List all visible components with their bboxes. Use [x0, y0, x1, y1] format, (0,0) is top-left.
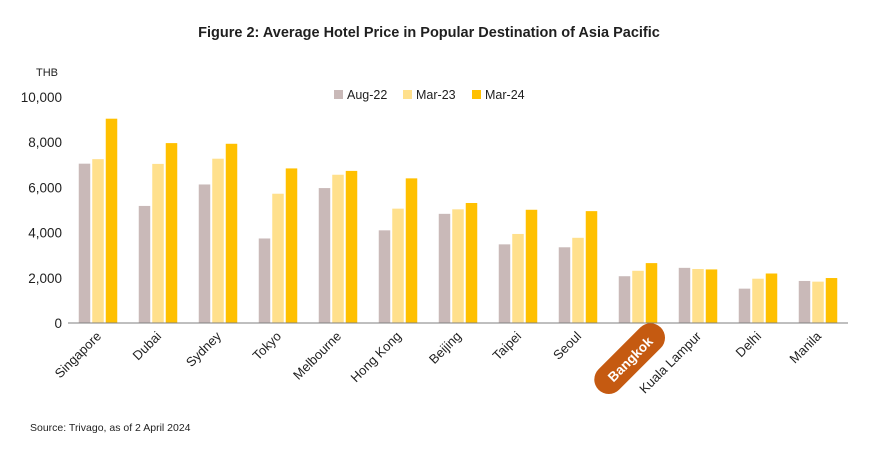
y-tick-label: 2,000: [28, 271, 62, 286]
bar-aug-22-manila: [798, 280, 811, 323]
bar-aug-22-kuala-lampur: [678, 267, 691, 323]
legend-swatch: [472, 90, 481, 99]
bar-mar-23-sydney: [212, 158, 224, 323]
y-tick-label: 10,000: [21, 90, 62, 105]
y-tick-label: 8,000: [28, 135, 62, 150]
source-note: Source: Trivago, as of 2 April 2024: [30, 422, 191, 434]
x-axis-category-labels: Singapore Dubai Sydney Tokyo Melbourne Hong K…: [52, 323, 825, 396]
bar-aug-22-singapore: [78, 163, 91, 323]
bar-mar-23-hong-kong: [392, 208, 404, 323]
bar-mar-24-sydney: [225, 143, 238, 323]
bar-mar-23-singapore: [92, 159, 104, 323]
bar-mar-24-bangkok: [645, 263, 658, 323]
bar-mar-23-dubai: [152, 163, 164, 323]
chart-title: Figure 2: Average Hotel Price in Popular…: [198, 25, 660, 41]
y-axis-ticks: 0 2,000 4,000 6,000 8,000 10,000: [21, 90, 62, 331]
bar-mar-24-kuala-lampur: [705, 269, 718, 323]
legend-swatch: [403, 90, 412, 99]
x-tick-label: Singapore: [52, 329, 105, 382]
bar-aug-22-seoul: [558, 247, 571, 323]
bar-mar-24-dubai: [165, 143, 178, 323]
bar-aug-22-hong-kong: [378, 230, 391, 323]
bar-mar-24-tokyo: [285, 168, 298, 323]
x-tick-label: Dubai: [129, 328, 164, 363]
x-tick-label: Manila: [786, 328, 824, 366]
bar-mar-24-beijing: [465, 202, 478, 323]
highlight-label-bangkok: Bangkok: [594, 323, 666, 395]
x-tick-label: Melbourne: [290, 329, 344, 383]
bar-aug-22-sydney: [198, 184, 211, 323]
x-tick-label: Delhi: [733, 328, 765, 360]
bar-mar-23-kuala-lampur: [692, 268, 704, 323]
bar-aug-22-tokyo: [258, 238, 271, 323]
bar-aug-22-melbourne: [318, 188, 331, 323]
x-tick-label: Sydney: [183, 328, 225, 370]
bar-mar-24-taipei: [525, 209, 538, 323]
legend-label: Aug-22: [347, 88, 387, 102]
x-tick-label: Hong Kong: [348, 329, 405, 386]
x-tick-label: Beijing: [426, 329, 464, 367]
legend-swatch: [334, 90, 343, 99]
legend-label: Mar-23: [416, 88, 456, 102]
bar-mar-24-melbourne: [345, 170, 358, 323]
bar-mar-23-bangkok: [632, 270, 644, 323]
legend-label: Mar-24: [485, 88, 525, 102]
bar-mar-23-delhi: [752, 278, 764, 323]
y-axis-unit-label: THB: [36, 67, 58, 79]
bar-mar-24-delhi: [765, 273, 778, 323]
bar-aug-22-delhi: [738, 288, 751, 323]
bars: [78, 118, 838, 323]
bar-aug-22-taipei: [498, 244, 511, 323]
bar-mar-23-tokyo: [272, 193, 284, 323]
highlight-pill: [594, 323, 666, 395]
y-tick-label: 6,000: [28, 180, 62, 195]
bar-mar-24-manila: [825, 278, 838, 323]
legend: Aug-22 Mar-23 Mar-24: [334, 88, 525, 102]
bar-aug-22-dubai: [138, 205, 151, 323]
bar-aug-22-bangkok: [618, 276, 631, 323]
bar-mar-23-manila: [812, 281, 824, 323]
x-tick-label: Seoul: [550, 328, 584, 362]
x-tick-label: Tokyo: [249, 329, 284, 364]
x-tick-label: Taipei: [489, 328, 524, 363]
bar-mar-24-hong-kong: [405, 178, 418, 323]
bar-mar-24-singapore: [105, 118, 118, 323]
bar-mar-23-melbourne: [332, 174, 344, 323]
bar-mar-23-seoul: [572, 237, 584, 323]
bar-mar-24-seoul: [585, 211, 598, 323]
bar-aug-22-beijing: [438, 213, 451, 323]
y-tick-label: 4,000: [28, 226, 62, 241]
bar-mar-23-beijing: [452, 209, 464, 323]
y-tick-label: 0: [54, 316, 62, 331]
bar-mar-23-taipei: [512, 233, 524, 323]
